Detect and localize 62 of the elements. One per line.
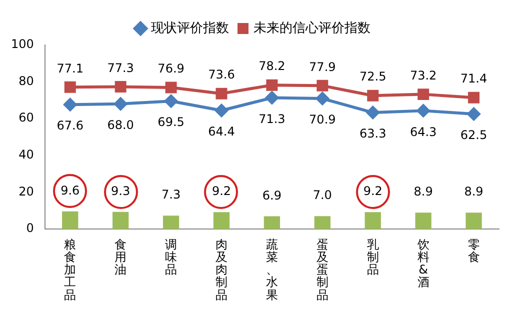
data-label: 9.6	[60, 183, 80, 198]
data-label: 72.5	[360, 70, 386, 84]
data-label: 77.3	[107, 60, 134, 75]
data-label: 71.4	[460, 72, 488, 86]
legend-label: 现状评价指数	[151, 20, 229, 36]
x-tick-label: 调味品	[165, 237, 178, 277]
point	[366, 106, 380, 120]
point	[418, 88, 430, 100]
x-tick-label: 粮食加工品	[64, 237, 76, 302]
y-tick-label: 60	[18, 110, 34, 125]
point	[64, 98, 77, 112]
data-label: 63.3	[360, 126, 386, 141]
data-label: 9.3	[111, 184, 130, 198]
data-label: 62.5	[460, 128, 488, 142]
data-label: 77.9	[309, 60, 336, 74]
data-label: 8.9	[464, 184, 484, 199]
x-tick-label: 饮料&酒	[416, 237, 430, 290]
data-label: 67.6	[56, 118, 84, 133]
data-label: 64.3	[410, 124, 437, 139]
point	[164, 94, 178, 108]
point	[367, 90, 379, 102]
x-tick-label: 蔬菜、水果	[266, 237, 278, 302]
data-label: 9.2	[363, 184, 382, 198]
x-tick-label: 食用油	[114, 237, 127, 277]
data-label: 68.0	[107, 118, 134, 132]
point	[216, 88, 228, 100]
data-label: 78.2	[258, 59, 286, 74]
data-label: 73.2	[410, 68, 437, 82]
point	[114, 97, 128, 110]
data-label: 69.5	[158, 115, 184, 130]
data-label: 70.9	[309, 112, 336, 127]
data-label: 6.9	[262, 188, 282, 202]
x-tick-label: 蛋及蛋制品	[316, 237, 328, 302]
y-tick-label: 40	[18, 148, 34, 162]
legend-label: 未来的信心评价指数	[254, 20, 370, 36]
data-label: 7.3	[161, 188, 181, 202]
point	[265, 91, 278, 104]
x-tick-label: 乳制品	[366, 237, 379, 277]
point	[416, 104, 430, 118]
x-tick-label: 肉及肉制品	[215, 237, 228, 302]
point	[316, 80, 328, 92]
point	[214, 104, 228, 118]
point	[266, 79, 278, 91]
y-tick-label: 100	[11, 37, 34, 52]
data-label: 8.9	[414, 184, 433, 199]
data-label: 77.1	[56, 61, 84, 76]
x-tick-label: 零食	[468, 237, 480, 264]
point	[114, 81, 126, 93]
point	[316, 92, 329, 106]
point	[64, 81, 76, 93]
y-tick-label: 80	[18, 74, 34, 88]
y-tick-label: 20	[18, 184, 34, 198]
data-label: 73.6	[208, 68, 235, 82]
y-tick-label: 0	[26, 221, 34, 236]
data-label: 76.9	[158, 62, 184, 76]
data-label: 71.3	[258, 112, 286, 126]
data-label: 64.4	[208, 124, 235, 139]
data-label: 9.2	[212, 184, 232, 198]
point	[468, 92, 480, 104]
data-label: 7.0	[312, 188, 332, 202]
point	[165, 82, 177, 94]
point	[467, 108, 480, 120]
